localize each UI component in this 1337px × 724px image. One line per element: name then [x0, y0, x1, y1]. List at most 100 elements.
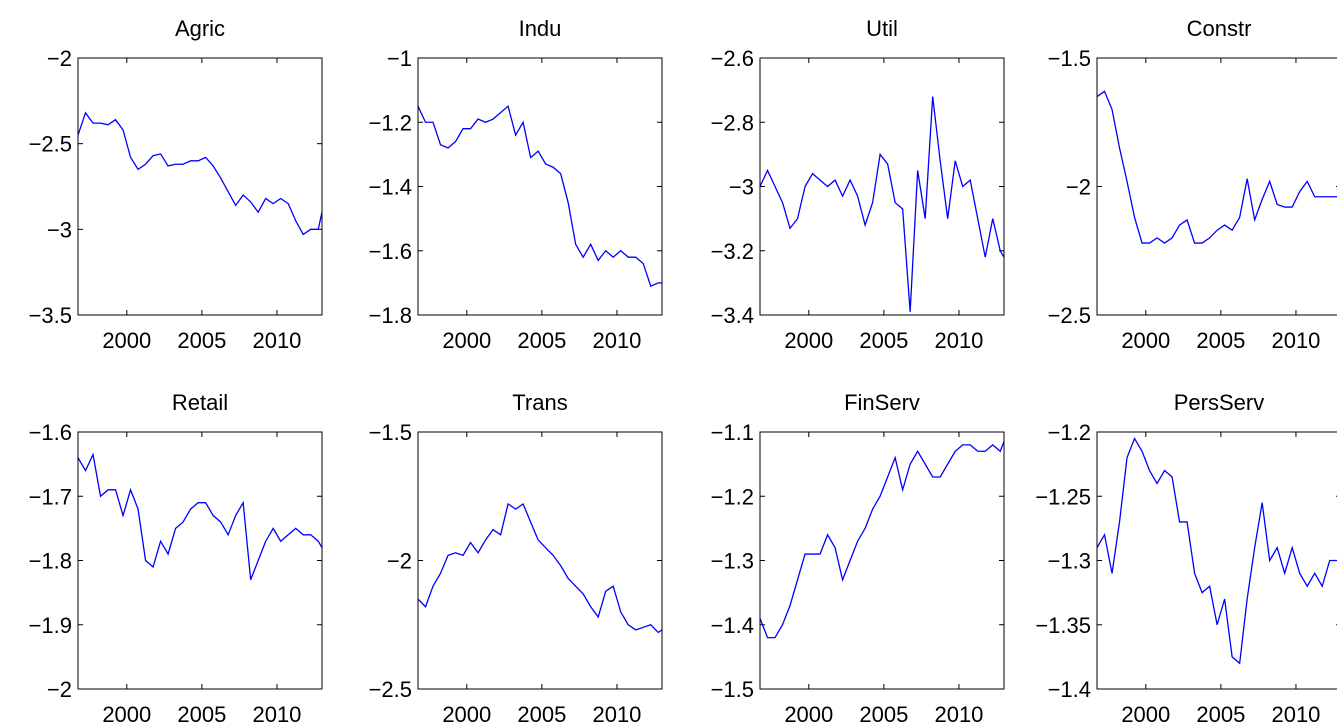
axes-box [77, 57, 323, 316]
axes-box [1096, 431, 1337, 690]
plot-area [760, 96, 1004, 312]
y-tick-label: −1.4 [711, 613, 754, 638]
subplot: Util −3.4 −3.2 −3 −2.8 −2.6 2000 2005 2010 [711, 16, 1005, 353]
y-tick-label: −3.4 [711, 303, 754, 328]
y-tick-label: −2 [387, 549, 412, 574]
x-tick-label: 2005 [859, 702, 908, 724]
x-tick-label: 2000 [442, 328, 491, 353]
x-tick-label: 2010 [252, 702, 301, 724]
axes-box [1096, 57, 1337, 316]
subplot: Trans −2.5 −2 −1.5 2000 2005 2010 [369, 390, 663, 724]
y-tick-label: −1.2 [711, 484, 754, 509]
data-line [78, 111, 322, 236]
y-tick-label: −1.3 [711, 549, 754, 574]
subplot: Retail −2 −1.9 −1.8 −1.7 −1.6 2000 2005 2010 [29, 390, 323, 724]
plot-area [1097, 436, 1337, 665]
y-tick-label: −1.2 [369, 110, 412, 135]
y-tick-label: −1.2 [1048, 420, 1091, 445]
x-tick-label: 2005 [1196, 328, 1245, 353]
y-tick-label: −1.7 [29, 484, 72, 509]
plot-area [1097, 90, 1337, 244]
y-tick-label: −2 [47, 677, 72, 702]
subplot: FinServ −1.5 −1.4 −1.3 −1.2 −1.1 2000 2005 2010 [711, 390, 1005, 724]
x-tick-label: 2010 [1271, 328, 1320, 353]
y-tick-label: −3.5 [29, 303, 72, 328]
y-tick-label: −1.6 [369, 239, 412, 264]
x-tick-label: 2000 [784, 702, 833, 724]
x-tick-label: 2010 [592, 702, 641, 724]
subplot: Indu −1.8 −1.6 −1.4 −1.2 −1 2000 2005 2010 [369, 16, 663, 353]
plot-area [760, 441, 1004, 639]
data-line [78, 452, 322, 581]
axes-box [759, 431, 1005, 690]
y-tick-label: −2.6 [711, 46, 754, 71]
y-tick-label: −2 [1066, 175, 1091, 200]
x-tick-label: 2010 [1271, 702, 1320, 724]
subplot: PersServ −1.4 −1.35 −1.3 −1.25 −1.2 2000 2005 20… [1035, 390, 1337, 724]
axes-box [759, 57, 1005, 316]
y-tick-label: −1 [387, 46, 412, 71]
subplot-title: Constr [1187, 16, 1252, 41]
x-tick-label: 2010 [934, 702, 983, 724]
y-tick-label: −2.5 [29, 132, 72, 157]
data-line [418, 502, 662, 634]
y-tick-label: −3 [47, 217, 72, 242]
x-tick-label: 2000 [102, 328, 151, 353]
data-line [418, 105, 662, 287]
y-tick-label: −1.25 [1035, 484, 1091, 509]
axes-box [417, 431, 663, 690]
x-tick-label: 2010 [934, 328, 983, 353]
subplot-title: FinServ [844, 390, 920, 415]
subplot-title: PersServ [1174, 390, 1264, 415]
y-tick-label: −1.4 [1048, 677, 1091, 702]
x-tick-label: 2005 [517, 702, 566, 724]
y-tick-label: −2 [47, 46, 72, 71]
y-tick-label: −3 [729, 175, 754, 200]
y-tick-label: −2.5 [369, 677, 412, 702]
axes-box [77, 431, 323, 690]
plot-area [78, 111, 322, 236]
y-tick-label: −1.1 [711, 420, 754, 445]
subplot: Constr −2.5 −2 −1.5 2000 2005 2010 [1048, 16, 1337, 353]
y-tick-label: −2.5 [1048, 303, 1091, 328]
x-tick-label: 2005 [517, 328, 566, 353]
x-tick-label: 2000 [442, 702, 491, 724]
data-line [760, 96, 1004, 312]
y-tick-label: −1.5 [1048, 46, 1091, 71]
subplot-title: Indu [519, 16, 562, 41]
y-tick-label: −1.8 [369, 303, 412, 328]
subplot-title: Trans [512, 390, 567, 415]
y-tick-label: −1.9 [29, 613, 72, 638]
y-tick-label: −1.5 [369, 420, 412, 445]
data-line [1097, 90, 1337, 244]
x-tick-label: 2010 [592, 328, 641, 353]
subplot-title: Agric [175, 16, 225, 41]
plot-area [78, 452, 322, 581]
x-tick-label: 2005 [1196, 702, 1245, 724]
y-tick-label: −1.4 [369, 175, 412, 200]
y-tick-label: −1.6 [29, 420, 72, 445]
y-tick-label: −3.2 [711, 239, 754, 264]
y-tick-label: −1.35 [1035, 613, 1091, 638]
data-line [760, 441, 1004, 639]
x-tick-label: 2005 [177, 328, 226, 353]
y-tick-label: −2.8 [711, 110, 754, 135]
subplot: Agric −3.5 −3 −2.5 −2 2000 2005 2010 [29, 16, 323, 353]
axes-box [417, 57, 663, 316]
subplot-title: Util [866, 16, 898, 41]
plot-area [418, 105, 662, 287]
x-tick-label: 2010 [252, 328, 301, 353]
x-tick-label: 2005 [177, 702, 226, 724]
x-tick-label: 2000 [784, 328, 833, 353]
x-tick-label: 2000 [1121, 328, 1170, 353]
plot-area [418, 502, 662, 634]
x-tick-label: 2000 [1121, 702, 1170, 724]
data-line [1097, 436, 1337, 665]
x-tick-label: 2005 [859, 328, 908, 353]
y-tick-label: −1.3 [1048, 549, 1091, 574]
x-tick-label: 2000 [102, 702, 151, 724]
y-tick-label: −1.8 [29, 549, 72, 574]
subplot-title: Retail [172, 390, 228, 415]
